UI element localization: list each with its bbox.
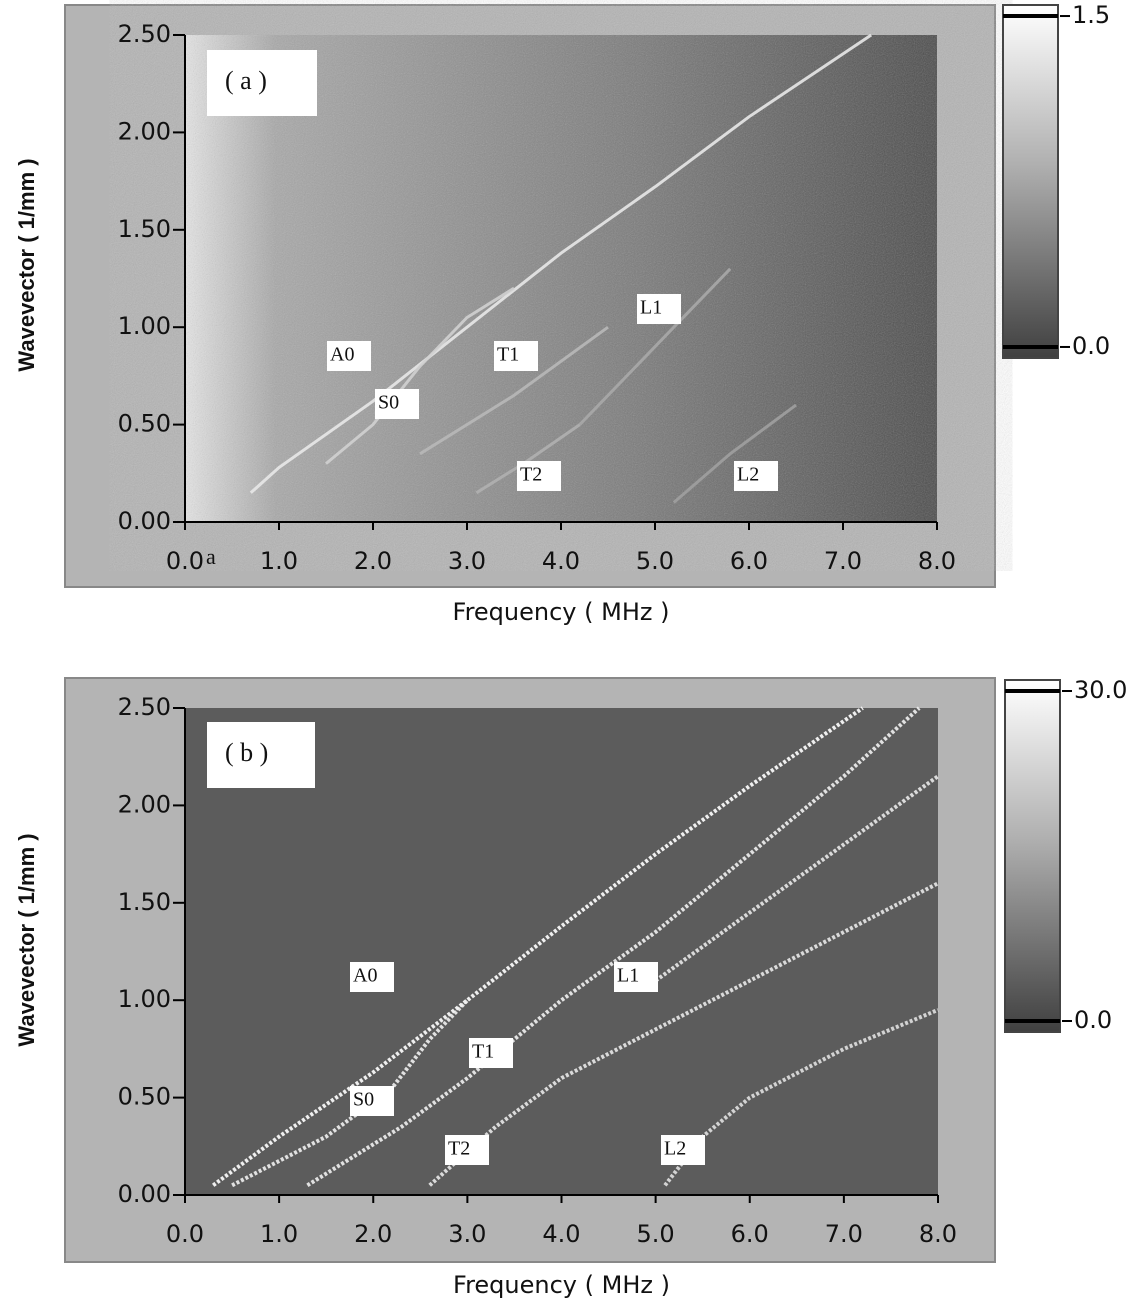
mode-label: A0 — [353, 965, 377, 987]
y-axis-label: Wavevector ( 1/mm ) — [14, 158, 39, 371]
mode-label: T2 — [448, 1138, 470, 1160]
x-tick-label: 4.0 — [542, 547, 580, 575]
mode-label-box — [350, 962, 394, 992]
mode-label: L1 — [617, 965, 639, 987]
y-tick-label: 2.00 — [118, 117, 171, 145]
y-tick-label: 0.50 — [118, 1083, 171, 1111]
panel-label: ( b ) — [225, 738, 268, 767]
y-tick-label: 0.00 — [118, 507, 171, 535]
x-tick-label: 8.0 — [918, 547, 956, 575]
mode-curve — [306, 706, 921, 1187]
noise — [185, 35, 937, 522]
mode-label-box — [637, 294, 681, 324]
mode-label: L2 — [737, 464, 759, 486]
mode-label: L1 — [640, 297, 662, 319]
panel-label-box — [207, 50, 317, 116]
mode-label-box — [469, 1038, 513, 1068]
mode-label-box — [517, 461, 561, 491]
mode-label: S0 — [353, 1089, 374, 1111]
panel: A0 S0 T1 T2 L1 L2 0.0 1.0 2.0 3.0 4.0 5.0 6.0 7.0 8.0 0… — [14, 676, 1128, 1299]
mode-curve — [325, 286, 515, 465]
x-tick-label: 2.0 — [354, 1220, 392, 1248]
mode-label-box — [734, 461, 778, 491]
mode-curve — [428, 881, 939, 1187]
panel-label: ( a ) — [225, 66, 267, 95]
mode-curve — [419, 325, 609, 456]
x-tick-label: 5.0 — [636, 547, 674, 575]
x-tick-label: 1.0 — [260, 1220, 298, 1248]
x-tick-label: 6.0 — [731, 1220, 769, 1248]
x-tick-label: 3.0 — [448, 1220, 486, 1248]
mode-label: S0 — [378, 392, 399, 414]
mode-label-box — [327, 341, 371, 371]
x-tick-label: 0.0 — [166, 1220, 204, 1248]
mode-curve — [249, 33, 873, 494]
y-tick-label: 2.50 — [118, 693, 171, 721]
y-tick-label: 1.50 — [118, 215, 171, 243]
y-tick-label: 1.00 — [118, 985, 171, 1013]
y-tick-label: 1.00 — [118, 312, 171, 340]
colorbar-tick-label: 1.5 — [1072, 1, 1110, 29]
mode-label: A0 — [330, 344, 354, 366]
x-tick-label: 4.0 — [542, 1220, 580, 1248]
x-tick-label: 7.0 — [824, 547, 862, 575]
mode-label-box — [661, 1135, 705, 1165]
y-axis-label: Wavevector ( 1/mm ) — [14, 833, 39, 1046]
mode-label-box — [445, 1135, 489, 1165]
mode-curve — [578, 267, 732, 426]
x-tick-label: 5.0 — [637, 1220, 675, 1248]
x-tick-label: 7.0 — [825, 1220, 863, 1248]
x-axis-label: Frequency ( MHz ) — [453, 598, 670, 626]
annotation: a — [206, 544, 216, 569]
x-tick-label: 0.0 — [166, 547, 204, 575]
y-tick-label: 0.50 — [118, 410, 171, 438]
x-tick-label: 1.0 — [260, 547, 298, 575]
mode-label-box — [350, 1086, 394, 1116]
x-tick-label: 2.0 — [354, 547, 392, 575]
colorbar-tick-label: 30.0 — [1074, 676, 1127, 704]
panel: A0 S0 T1 T2 L1 L2 0.0 1.0 2.0 3.0 4.0 5.0 6.0 7.0 8.0 0… — [14, 1, 1110, 626]
mode-label: T2 — [520, 464, 542, 486]
x-tick-label: 3.0 — [448, 547, 486, 575]
y-tick-label: 2.50 — [118, 20, 171, 48]
colorbar-tick-label: 0.0 — [1074, 1006, 1112, 1034]
mode-curve — [672, 403, 797, 504]
mode-curve — [212, 706, 864, 1187]
x-axis-label: Frequency ( MHz ) — [453, 1271, 670, 1299]
x-tick-label: 6.0 — [730, 547, 768, 575]
mode-curve — [654, 774, 940, 983]
mode-label: L2 — [664, 1138, 686, 1160]
y-tick-label: 1.50 — [118, 888, 171, 916]
mode-label-box — [614, 962, 658, 992]
x-tick-label: 8.0 — [919, 1220, 957, 1248]
colorbar-tick-label: 0.0 — [1072, 332, 1110, 360]
mode-label-box — [375, 389, 419, 419]
y-tick-label: 0.00 — [118, 1180, 171, 1208]
mode-label: T1 — [472, 1041, 494, 1063]
colorbar — [1002, 4, 1059, 359]
panel-label-box — [207, 722, 315, 788]
colorbar — [1004, 679, 1061, 1033]
mode-label-box — [494, 341, 538, 371]
mode-label: T1 — [497, 344, 519, 366]
y-tick-label: 2.00 — [118, 790, 171, 818]
